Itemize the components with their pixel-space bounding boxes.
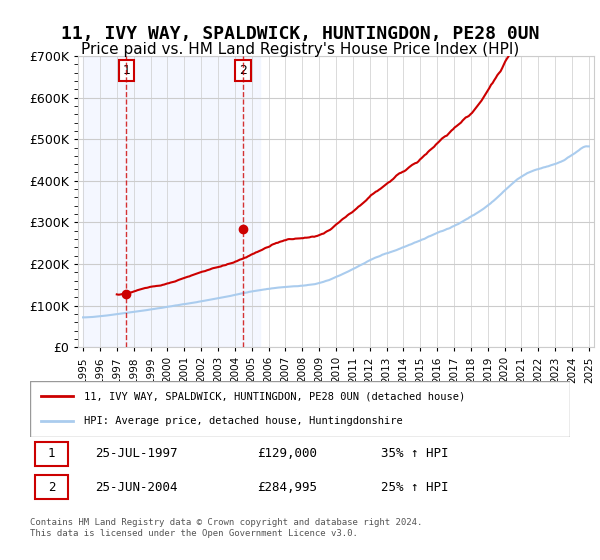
Text: 1: 1 <box>48 447 55 460</box>
FancyBboxPatch shape <box>30 381 570 437</box>
Text: 25-JUL-1997: 25-JUL-1997 <box>95 447 178 460</box>
Text: 11, IVY WAY, SPALDWICK, HUNTINGDON, PE28 0UN: 11, IVY WAY, SPALDWICK, HUNTINGDON, PE28… <box>61 25 539 43</box>
Text: 35% ↑ HPI: 35% ↑ HPI <box>381 447 449 460</box>
Bar <box>83 56 260 347</box>
Text: 25-JUN-2004: 25-JUN-2004 <box>95 480 178 494</box>
FancyBboxPatch shape <box>35 475 68 500</box>
FancyBboxPatch shape <box>35 441 68 466</box>
Text: £284,995: £284,995 <box>257 480 317 494</box>
Text: 2: 2 <box>48 480 55 494</box>
Text: HPI: Average price, detached house, Huntingdonshire: HPI: Average price, detached house, Hunt… <box>84 416 403 426</box>
Text: Price paid vs. HM Land Registry's House Price Index (HPI): Price paid vs. HM Land Registry's House … <box>81 42 519 57</box>
Text: Contains HM Land Registry data © Crown copyright and database right 2024.
This d: Contains HM Land Registry data © Crown c… <box>30 518 422 538</box>
Text: 11, IVY WAY, SPALDWICK, HUNTINGDON, PE28 0UN (detached house): 11, IVY WAY, SPALDWICK, HUNTINGDON, PE28… <box>84 391 465 402</box>
Text: £129,000: £129,000 <box>257 447 317 460</box>
Text: 1: 1 <box>122 64 130 77</box>
Text: 25% ↑ HPI: 25% ↑ HPI <box>381 480 449 494</box>
Text: 2: 2 <box>239 64 247 77</box>
